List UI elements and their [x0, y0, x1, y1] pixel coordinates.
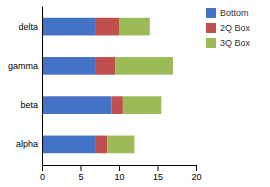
y-tick: delta: [18, 21, 38, 31]
legend-item: Bottom: [206, 8, 249, 18]
bar-series: [107, 18, 172, 153]
bar-series: [42, 18, 111, 153]
legend-label: 2Q Box: [220, 23, 251, 33]
x-tick: 0: [40, 165, 45, 182]
x-tick-mark: [119, 165, 120, 171]
x-tick: 15: [153, 165, 163, 182]
bars: [42, 18, 173, 153]
x-tick-mark: [196, 165, 197, 171]
y-tick: alpha: [16, 139, 38, 149]
y-tick: gamma: [8, 61, 38, 71]
bar: [119, 18, 150, 36]
bar: [96, 18, 119, 36]
legend-swatch: [206, 8, 216, 18]
x-tick-label: 10: [114, 172, 124, 182]
y-axis: alpha beta gamma delta: [8, 7, 43, 166]
legend-item: 3Q Box: [206, 38, 251, 48]
x-tick-mark: [81, 165, 82, 171]
bar: [115, 57, 173, 75]
x-axis-line: [43, 166, 197, 172]
x-tick-mark: [158, 165, 159, 171]
y-axis-line: [42, 7, 43, 166]
legend-swatch: [206, 23, 216, 33]
bar: [111, 96, 123, 114]
x-tick-label: 20: [191, 172, 201, 182]
bar: [123, 96, 162, 114]
bar: [42, 57, 96, 75]
bar: [96, 57, 115, 75]
y-tick-label: delta: [18, 21, 38, 31]
plot: 0 5 10 15 20 alpha beta gamma delta: [8, 7, 202, 183]
x-tick: 20: [191, 165, 201, 182]
bar: [42, 136, 96, 154]
y-tick: beta: [20, 100, 38, 110]
legend-swatch: [206, 38, 216, 48]
bar: [42, 18, 96, 36]
legend-item: 2Q Box: [206, 23, 251, 33]
chart: 0 5 10 15 20 alpha beta gamma delta Bottom 2Q Box 3…: [0, 0, 270, 187]
x-tick-label: 0: [40, 172, 45, 182]
x-tick: 10: [114, 165, 124, 182]
y-tick-label: alpha: [16, 139, 38, 149]
x-tick: 5: [78, 165, 83, 182]
bar-series: [96, 18, 123, 153]
legend: Bottom 2Q Box 3Q Box: [206, 8, 251, 48]
x-axis: 0 5 10 15 20: [40, 165, 202, 182]
bar: [96, 136, 108, 154]
x-tick-mark: [42, 165, 43, 171]
legend-label: 3Q Box: [220, 38, 251, 48]
x-tick-label: 5: [78, 172, 83, 182]
y-tick-label: beta: [20, 100, 38, 110]
x-tick-label: 15: [153, 172, 163, 182]
y-tick-label: gamma: [8, 61, 38, 71]
bar: [42, 96, 111, 114]
legend-label: Bottom: [220, 8, 249, 18]
bar: [107, 136, 134, 154]
